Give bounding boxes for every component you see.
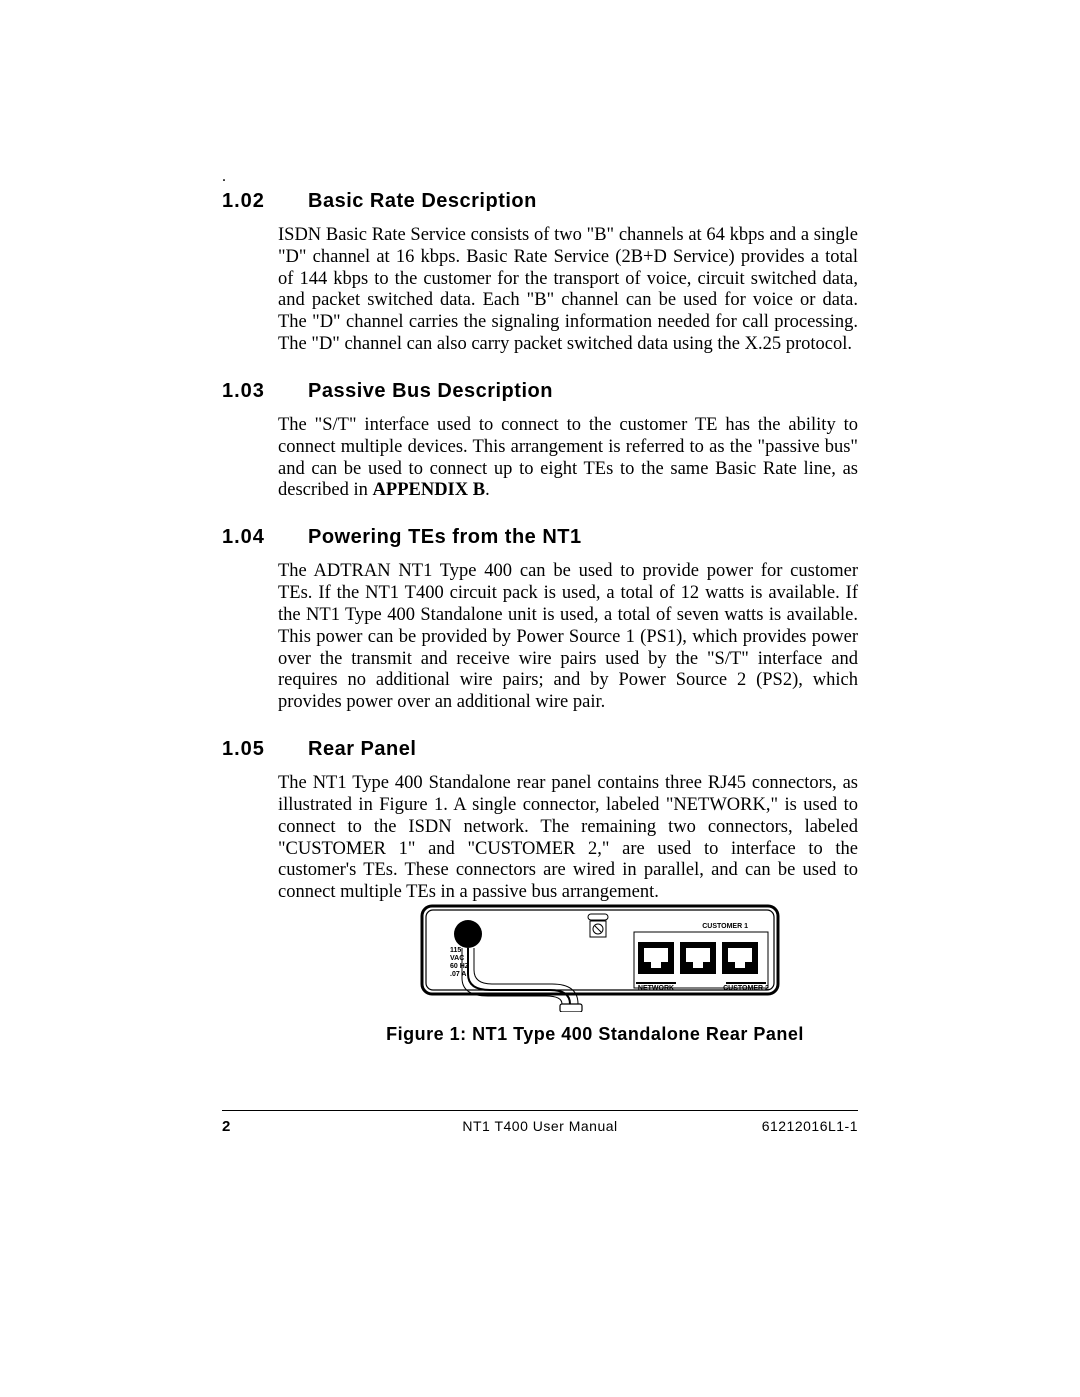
section-number: 1.05 <box>222 738 308 761</box>
section-number: 1.02 <box>222 190 308 213</box>
svg-text:.07 A: .07 A <box>450 971 466 978</box>
section-body: The NT1 Type 400 Standalone rear panel c… <box>278 773 858 904</box>
footer-center: NT1 T400 User Manual <box>222 1118 858 1134</box>
section-title: Passive Bus Description <box>308 380 553 403</box>
section-body: The ADTRAN NT1 Type 400 can be used to p… <box>278 561 858 714</box>
section-passive-bus: 1.03 Passive Bus Description The "S/T" i… <box>222 380 858 502</box>
section-title: Powering TEs from the NT1 <box>308 526 582 549</box>
figure-caption: Figure 1: NT1 Type 400 Standalone Rear P… <box>332 1024 858 1045</box>
section-rear-panel: 1.05 Rear Panel The NT1 Type 400 Standal… <box>222 738 858 1045</box>
svg-text:60 HZ: 60 HZ <box>450 963 470 970</box>
rear-panel-diagram: 115VAC60 HZ.07 ACUSTOMER 1NETWORKCUSTOME… <box>420 904 780 1012</box>
section-title: Basic Rate Description <box>308 190 537 213</box>
section-title: Rear Panel <box>308 738 416 761</box>
section-body: ISDN Basic Rate Service consists of two … <box>278 225 858 356</box>
page-footer: 2 NT1 T400 User Manual 61212016L1-1 <box>222 1118 858 1135</box>
svg-text:115: 115 <box>450 947 461 954</box>
section-number: 1.04 <box>222 526 308 549</box>
svg-text:CUSTOMER 1: CUSTOMER 1 <box>702 923 748 930</box>
section-basic-rate: 1.02 Basic Rate Description ISDN Basic R… <box>222 190 858 356</box>
leading-dot: . <box>222 168 226 186</box>
figure-rear-panel: 115VAC60 HZ.07 ACUSTOMER 1NETWORKCUSTOME… <box>342 904 858 1012</box>
section-body: The "S/T" interface used to connect to t… <box>278 415 858 502</box>
svg-text:CUSTOMER 2: CUSTOMER 2 <box>723 985 769 992</box>
section-powering-tes: 1.04 Powering TEs from the NT1 The ADTRA… <box>222 526 858 714</box>
footer-rule <box>222 1110 858 1111</box>
section-number: 1.03 <box>222 380 308 403</box>
svg-text:NETWORK: NETWORK <box>638 985 674 992</box>
